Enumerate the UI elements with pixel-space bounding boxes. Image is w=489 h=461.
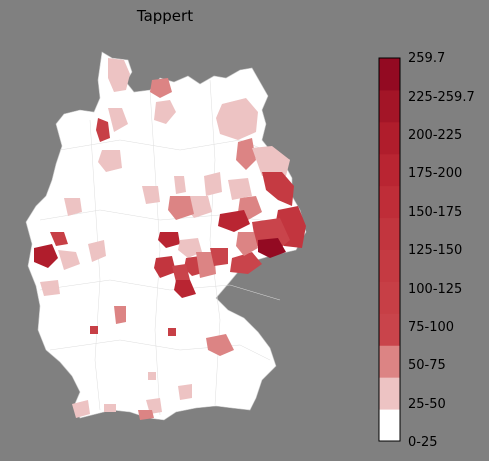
legend-tick-label: 259.7 <box>408 51 446 66</box>
legend-bin <box>379 217 400 250</box>
legend-frame <box>378 57 401 442</box>
color-legend <box>378 57 401 442</box>
legend-bin <box>379 345 400 378</box>
legend-tick-label: 150-175 <box>408 205 463 220</box>
legend-tick-label: 25-50 <box>408 397 446 412</box>
legend-bin <box>379 377 400 410</box>
legend-tick-label: 50-75 <box>408 358 446 373</box>
legend-bin <box>379 281 400 314</box>
legend-bin <box>379 409 400 442</box>
legend-bin <box>379 313 400 346</box>
legend-bin <box>379 58 400 91</box>
legend-tick-label: 100-125 <box>408 282 463 297</box>
legend-tick-label: 225-259.7 <box>408 90 475 105</box>
map-title: Tappert <box>136 7 194 25</box>
legend-tick-label: 200-225 <box>408 128 463 143</box>
legend-tick-label: 0-25 <box>408 435 438 450</box>
legend-bin <box>379 121 400 155</box>
legend-bin <box>379 89 400 123</box>
legend-bin <box>379 249 400 282</box>
germany-district-map <box>25 51 307 421</box>
legend-bins <box>379 58 400 442</box>
legend-bin <box>379 153 400 187</box>
legend-tick-label: 175-200 <box>408 166 463 181</box>
choropleth-regions <box>34 58 306 420</box>
legend-tick-label: 75-100 <box>408 320 455 335</box>
legend-tick-label: 125-150 <box>408 243 463 258</box>
legend-bin <box>379 185 400 219</box>
